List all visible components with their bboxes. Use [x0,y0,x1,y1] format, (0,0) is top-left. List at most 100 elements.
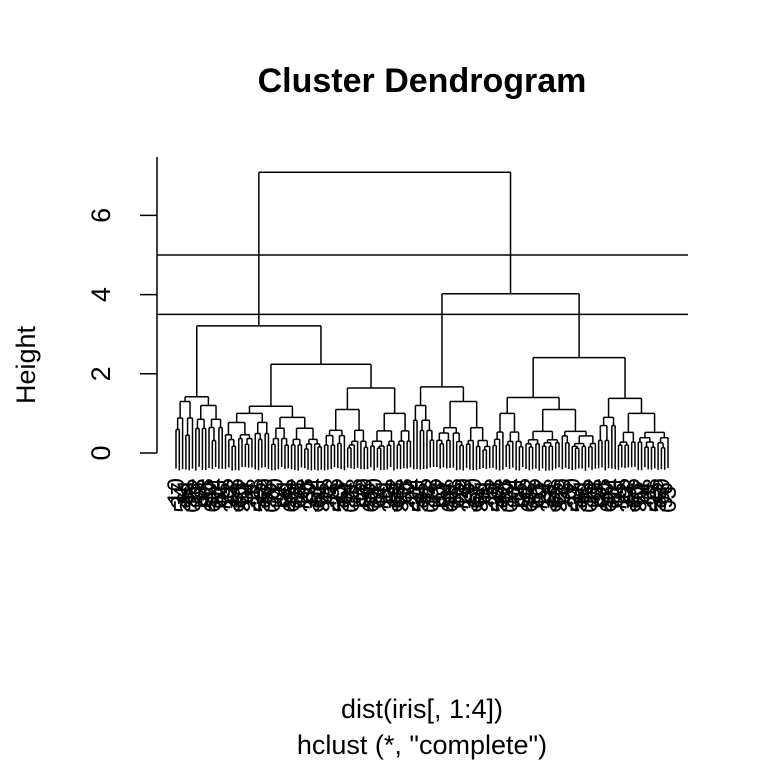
leaf-label: 12 [348,486,375,513]
leaf-label: 03 [523,482,550,509]
leaf-label: 16 [454,482,481,509]
leaf-label: 92 [546,486,573,513]
chart-subtitle: hclust (*, "complete") [297,730,547,760]
leaf-label: 52 [381,478,408,505]
leaf-label: 10 [559,478,586,505]
leaf-label: 58 [275,482,302,509]
leaf-label: 90 [625,486,652,513]
cut-lines [157,254,688,316]
leaf-label: 76 [553,482,580,509]
leaf-label: 37 [563,482,590,509]
leaf-label: 58 [539,478,566,505]
leaf-label: 56 [487,486,514,513]
leaf-label: 94 [467,486,494,513]
leaf-label: 54 [566,486,593,513]
leaf-label: 21 [371,478,398,505]
leaf-label: 74 [632,482,659,509]
leaf-label: 25 [213,478,240,505]
leaf-label: 76 [288,486,315,513]
leaf-label: 16 [189,486,216,513]
x-axis-label: dist(iris[, 1:4]) [341,694,503,724]
leaf-label: 21 [239,486,266,513]
leaf-label: 14 [269,486,296,513]
leaf-label: 14 [401,478,428,505]
leaf-label: 16 [586,486,613,513]
leaf-label: 29 [318,486,345,513]
leaf-label: 50 [592,482,619,509]
leaf-label: 78 [341,478,368,505]
leaf-label: 67 [463,482,490,509]
y-tick-label: 6 [86,208,116,223]
leaf-label: 03 [655,486,682,513]
leaf-label: 65 [279,486,306,513]
leaf-label: 50 [460,478,487,505]
y-tick-label: 0 [86,445,116,460]
leaf-label: 65 [411,478,438,505]
leaf-label: 94 [599,478,626,505]
leaf-label: 98 [176,482,203,509]
leaf-label: 70 [262,478,289,505]
leaf-label: 63 [358,486,385,513]
leaf-label: 90 [229,486,256,513]
leaf-label: 33 [457,486,484,513]
leaf-label: 98 [308,486,335,513]
leaf-label: 27 [530,478,557,505]
leaf-label: 05 [312,478,339,505]
leaf-label: 92 [282,478,309,505]
leaf-label: 21 [635,486,662,513]
y-tick-label: 2 [86,366,116,381]
leaf-label: 07 [364,482,391,509]
leaf-label: 29 [186,482,213,509]
leaf-label: 35 [642,482,669,509]
leaf-label: 12 [480,478,507,505]
leaf-label: 25 [477,486,504,513]
leaf-label: 56 [619,478,646,505]
leaf-label: 33 [325,482,352,509]
leaf-label: 54 [170,486,197,513]
leaf-label: 27 [397,486,424,513]
leaf-label: 33 [589,478,616,505]
leaf-label: 56 [222,478,249,505]
leaf-label: 72 [579,478,606,505]
leaf-label: 09 [285,482,312,509]
leaf-label: 56 [355,482,382,509]
leaf-label: 52 [513,482,540,509]
leaf-label: 09 [549,478,576,505]
leaf-label: 74 [236,482,263,509]
leaf-label: 63 [622,482,649,509]
leaf-label: 76 [421,478,448,505]
leaf-label: 92 [414,482,441,509]
chart-title: Cluster Dendrogram [258,62,587,100]
leaf-label: 05 [576,486,603,513]
leaf-label: 74 [500,478,527,505]
leaf-label: 35 [510,478,537,505]
leaf-label: 10 [295,482,322,509]
leaf-label: 27 [265,482,292,509]
leaf-label: 67 [331,478,358,505]
leaf-label: 69 [516,486,543,513]
leaf-label: 39 [219,486,246,513]
leaf-label: 61 [569,478,596,505]
leaf-label: 96 [388,486,415,513]
leaf-label: 33 [193,478,220,505]
leaf-label: 72 [183,478,210,505]
leaf-label: 29 [450,478,477,505]
leaf-label: 58 [407,486,434,513]
leaf-label: 78 [605,486,632,513]
leaf-label: 12 [612,482,639,509]
leaf-label: 21 [503,482,530,509]
leaf-label: 23 [556,486,583,513]
leaf-label: 37 [298,486,325,513]
leaf-label: 31 [404,482,431,509]
leaf-label: 70 [394,482,421,509]
leaf-label: 25 [609,478,636,505]
leaf-label: 18 [638,478,665,505]
leaf-label: 29 [582,482,609,509]
leaf-label: 96 [652,482,679,509]
leaf-label: 65 [543,482,570,509]
leaf-label: 50 [196,482,223,509]
leaf-label: 03 [259,486,286,513]
leaf-label: 39 [615,486,642,513]
leaf-label: 78 [473,482,500,509]
leaf-label: 78 [209,486,236,513]
